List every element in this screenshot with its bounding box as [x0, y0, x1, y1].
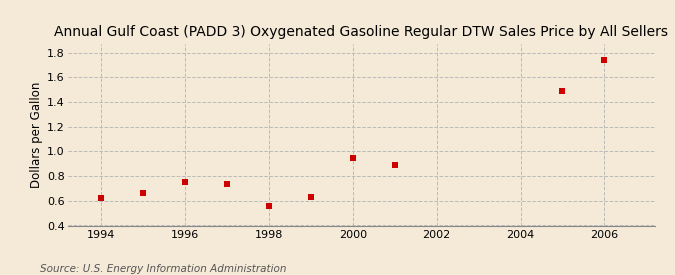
Point: [180, 180, 190, 185]
Point: [263, 204, 274, 208]
Text: Source: U.S. Energy Information Administration: Source: U.S. Energy Information Administ…: [40, 264, 287, 274]
Point: [96, 196, 107, 200]
Point: [389, 163, 400, 167]
Point: [557, 89, 568, 93]
Point: [305, 195, 316, 199]
Point: [599, 58, 610, 62]
Title: Annual Gulf Coast (PADD 3) Oxygenated Gasoline Regular DTW Sales Price by All Se: Annual Gulf Coast (PADD 3) Oxygenated Ga…: [54, 25, 668, 39]
Point: [348, 155, 358, 160]
Point: [138, 191, 148, 196]
Y-axis label: Dollars per Gallon: Dollars per Gallon: [30, 82, 43, 188]
Point: [221, 181, 232, 186]
